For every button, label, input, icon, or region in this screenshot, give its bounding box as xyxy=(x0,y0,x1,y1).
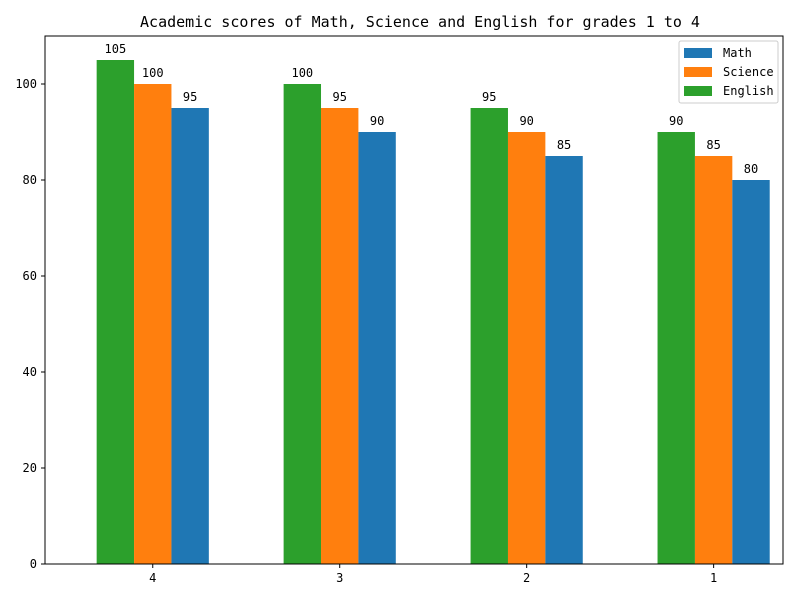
x-tick-label: 4 xyxy=(149,571,156,585)
bar-value-label: 80 xyxy=(744,162,758,176)
y-tick-label: 60 xyxy=(23,269,37,283)
legend-label-science: Science xyxy=(723,65,774,79)
legend-swatch-english xyxy=(684,86,712,96)
bar-value-label: 95 xyxy=(183,90,197,104)
x-tick-label: 3 xyxy=(336,571,343,585)
bar-english-grade-3 xyxy=(283,84,322,564)
chart-title: Academic scores of Math, Science and Eng… xyxy=(140,13,700,31)
bar-value-label: 95 xyxy=(332,90,346,104)
bar-science-grade-4 xyxy=(134,84,172,564)
y-tick-label: 40 xyxy=(23,365,37,379)
y-axis: 0 20 40 60 80 100 xyxy=(15,77,45,571)
bar-value-label: 95 xyxy=(482,90,496,104)
legend: Math Science English xyxy=(678,40,779,104)
y-tick-label: 20 xyxy=(23,461,37,475)
y-tick-label: 0 xyxy=(30,557,37,571)
x-axis: 4 3 2 1 xyxy=(149,564,717,585)
bar-english-grade-2 xyxy=(470,108,508,564)
bar-value-label: 90 xyxy=(519,114,533,128)
bar-math-grade-2 xyxy=(545,156,583,564)
bar-math-grade-3 xyxy=(358,132,396,564)
bars-group xyxy=(96,60,770,564)
plot-frame xyxy=(44,35,784,565)
legend-swatch-science xyxy=(684,67,712,77)
bar-value-label: 90 xyxy=(669,114,683,128)
y-tick-label: 80 xyxy=(23,173,37,187)
bar-science-grade-1 xyxy=(694,156,733,564)
bar-labels-group: 105 100 95 100 95 90 95 90 85 90 85 80 xyxy=(105,42,759,176)
y-tick-label: 100 xyxy=(15,77,37,91)
x-tick-label: 2 xyxy=(523,571,530,585)
bar-value-label: 90 xyxy=(370,114,384,128)
bar-value-label: 85 xyxy=(706,138,720,152)
bar-value-label: 105 xyxy=(105,42,127,56)
legend-label-math: Math xyxy=(723,46,752,60)
legend-label-english: English xyxy=(723,84,774,98)
bar-value-label: 100 xyxy=(291,66,313,80)
bar-math-grade-4 xyxy=(171,108,209,564)
bar-math-grade-1 xyxy=(732,180,770,564)
bar-science-grade-2 xyxy=(507,132,546,564)
bar-value-label: 100 xyxy=(142,66,164,80)
x-tick-label: 1 xyxy=(710,571,717,585)
legend-swatch-math xyxy=(684,48,712,58)
bar-english-grade-1 xyxy=(657,132,695,564)
bar-science-grade-3 xyxy=(321,108,359,564)
bar-english-grade-4 xyxy=(96,60,135,564)
bar-value-label: 85 xyxy=(557,138,571,152)
